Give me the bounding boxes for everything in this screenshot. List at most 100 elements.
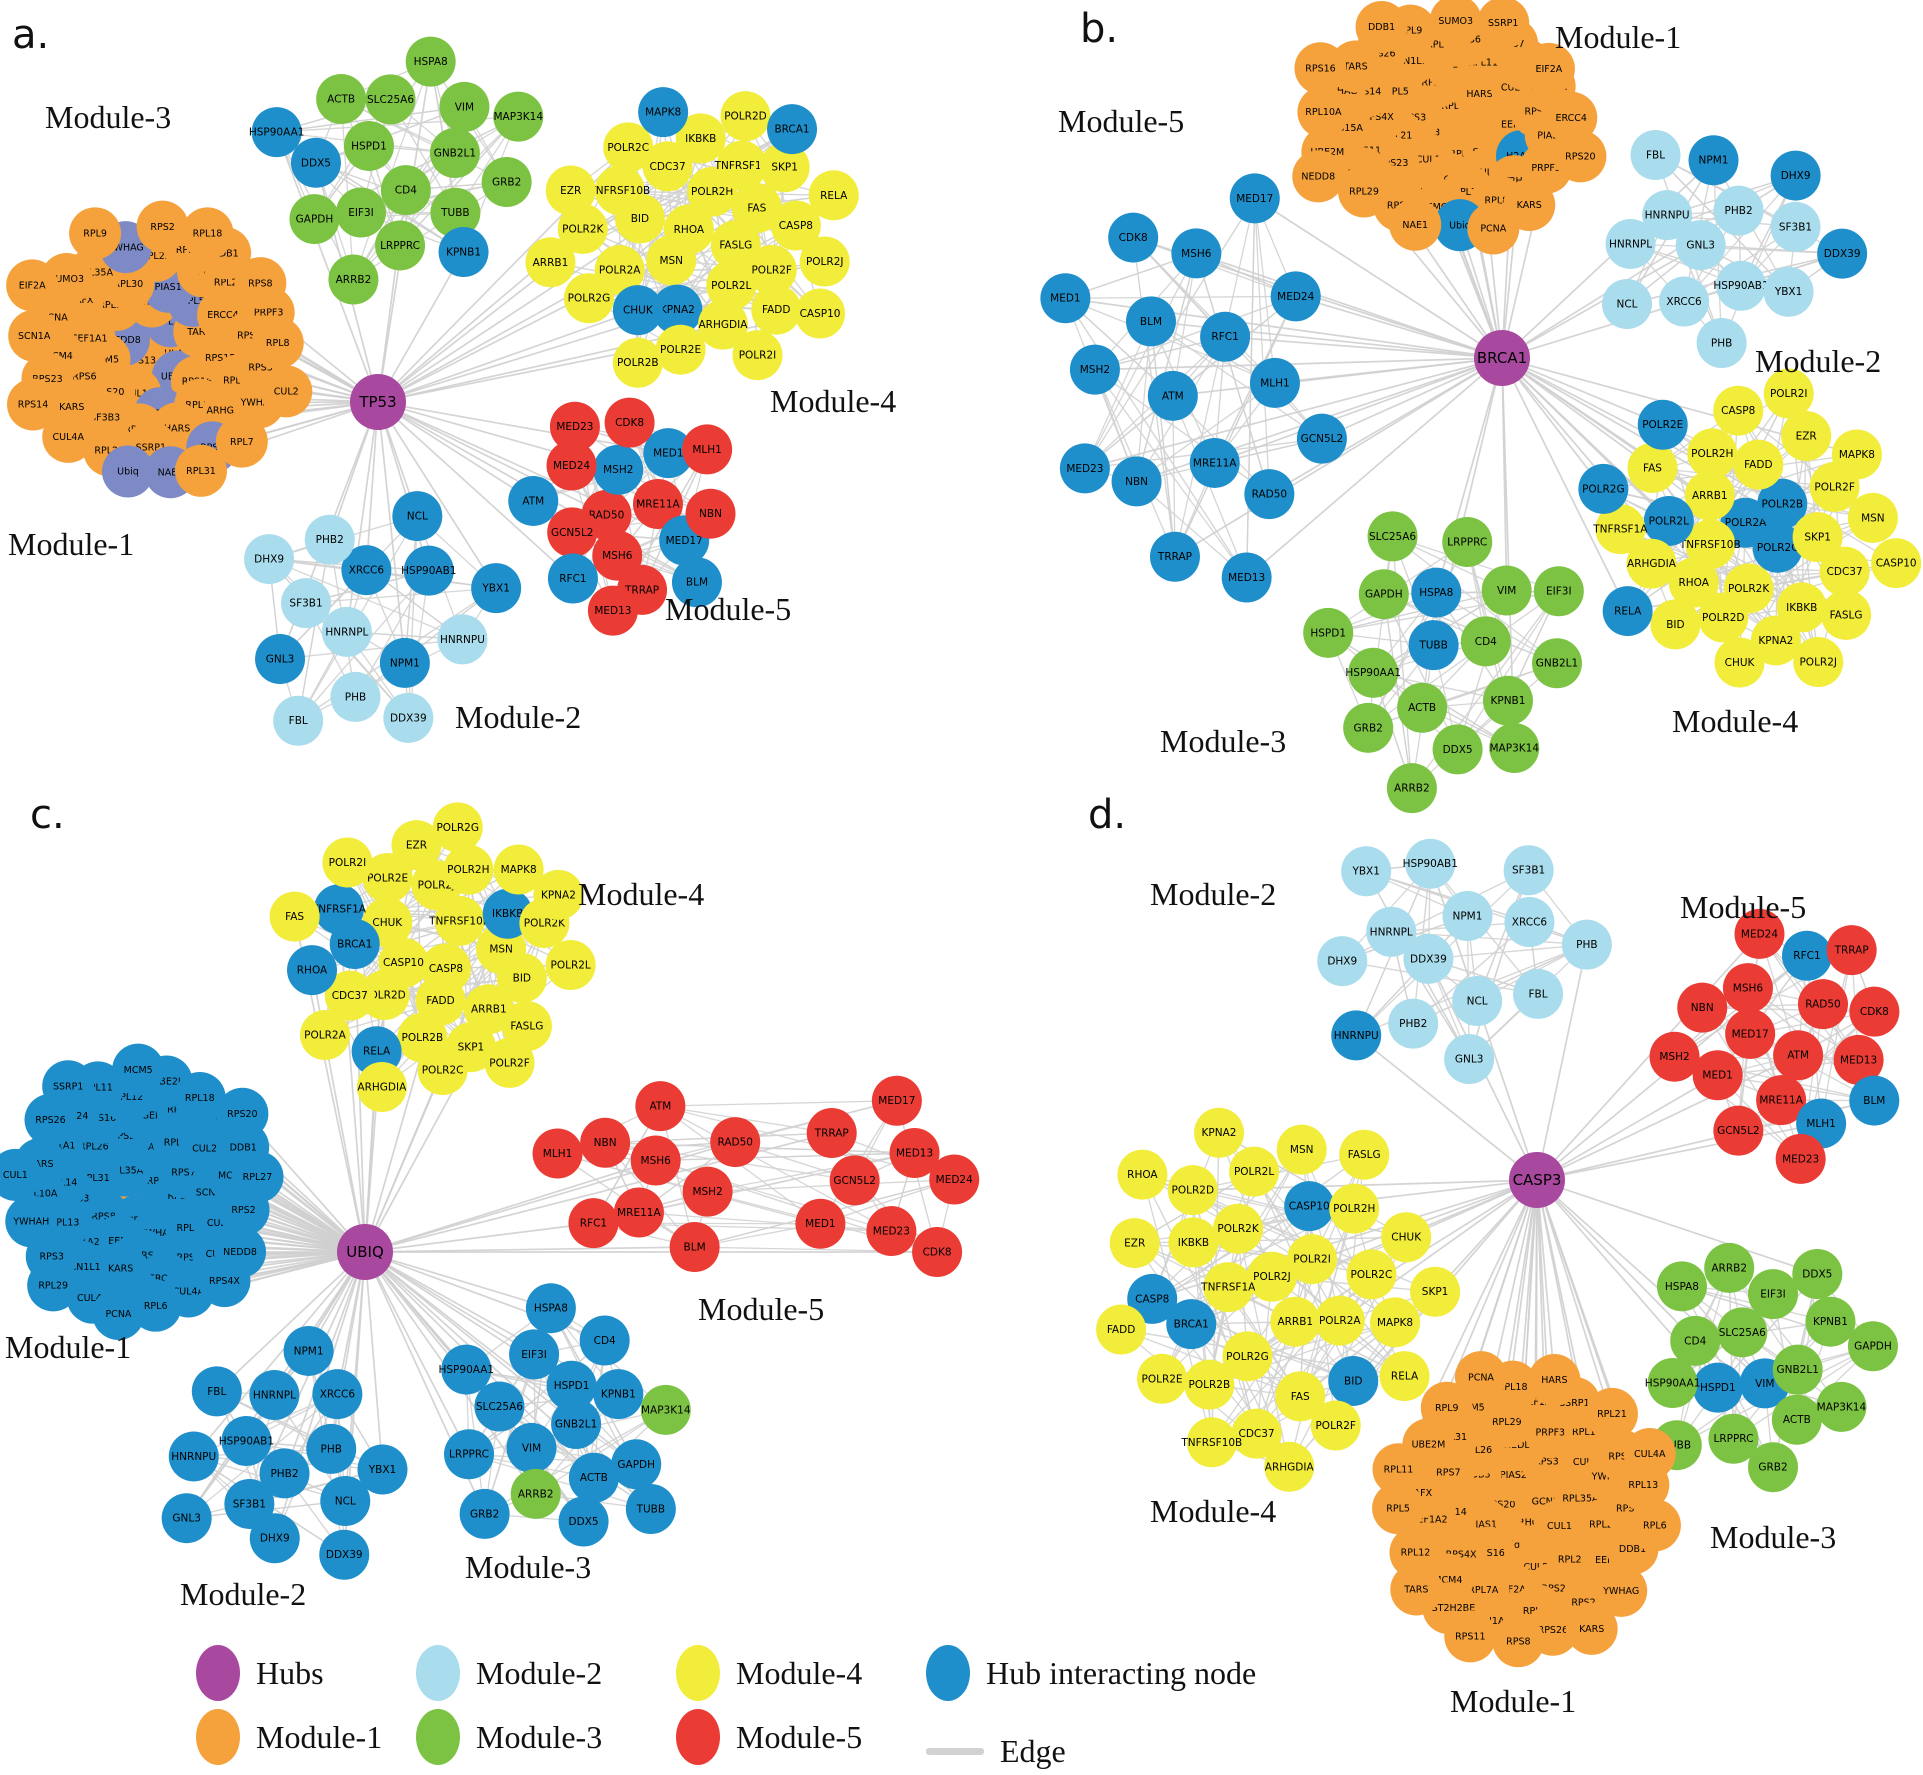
module-label: Module-3 xyxy=(45,99,171,135)
gene-node xyxy=(1650,599,1701,650)
gene-node xyxy=(391,820,442,871)
gene-node xyxy=(1397,682,1448,733)
gene-node xyxy=(1770,150,1821,201)
edge xyxy=(1820,949,1853,1124)
edge xyxy=(364,1251,577,1425)
gene-node xyxy=(1314,1295,1365,1346)
gene-node xyxy=(806,1107,857,1158)
gene-node xyxy=(652,284,703,335)
gene-node xyxy=(593,1369,644,1420)
gene-node xyxy=(1704,1242,1755,1293)
gene-node xyxy=(321,606,372,657)
edge xyxy=(336,1394,345,1555)
gene-node xyxy=(1149,531,1200,582)
edge xyxy=(1501,357,1664,426)
gene-node xyxy=(558,1496,609,1547)
gene-node xyxy=(611,1439,662,1490)
gene-node xyxy=(1821,589,1872,640)
gene-node xyxy=(273,695,324,746)
gene-node xyxy=(568,1198,619,1249)
edge xyxy=(1225,335,1503,359)
edge xyxy=(1254,197,1503,359)
edge xyxy=(1295,295,1503,359)
edge xyxy=(638,1211,892,1232)
gene-node xyxy=(112,1043,165,1096)
edge xyxy=(377,401,430,571)
gene-node xyxy=(439,81,490,132)
gene-node xyxy=(1626,538,1677,589)
gene-node xyxy=(612,337,663,388)
edge xyxy=(1150,320,1323,440)
gene-node xyxy=(525,237,576,288)
gene-node xyxy=(375,220,426,271)
gene-node xyxy=(430,187,481,238)
gene-node xyxy=(1454,1351,1507,1404)
gene-node xyxy=(510,1468,561,1519)
edge xyxy=(1536,1179,1556,1381)
edge xyxy=(364,1251,535,1356)
gene-node xyxy=(1379,1351,1430,1402)
gene-node xyxy=(808,170,859,221)
gene-node xyxy=(1503,845,1554,896)
edge xyxy=(340,98,507,183)
gene-node xyxy=(417,1045,468,1096)
gene-node xyxy=(710,1117,761,1168)
module-label: Module-5 xyxy=(665,591,791,627)
edge xyxy=(1501,357,1629,612)
gene-node xyxy=(365,74,416,125)
gene-node xyxy=(1200,311,1251,362)
edge xyxy=(1174,296,1297,558)
module-label: Module-5 xyxy=(1680,889,1806,925)
edge xyxy=(1365,870,1530,923)
gene-node xyxy=(1819,546,1870,597)
edge xyxy=(340,98,355,280)
gene-node xyxy=(471,563,522,614)
edge xyxy=(364,1251,552,1310)
gene-node xyxy=(568,1452,619,1503)
edge xyxy=(364,1251,470,1455)
module-label: Module-1 xyxy=(1450,1683,1576,1719)
labels-layer: Module-1 Module-2 Module-3 Module-4 Module-5… xyxy=(5,6,1881,1719)
gene-node xyxy=(432,802,483,853)
gene-node xyxy=(716,140,767,191)
gene-node xyxy=(1069,344,1120,395)
gene-node xyxy=(1763,368,1814,419)
gene-node xyxy=(191,1366,242,1417)
gene-node xyxy=(1670,1315,1721,1366)
gene-node xyxy=(1442,891,1493,942)
gene-node xyxy=(1477,0,1530,50)
gene-node xyxy=(1698,592,1749,643)
gene-node xyxy=(343,120,394,171)
edge xyxy=(1720,175,1797,344)
edge xyxy=(353,181,507,281)
gene-node xyxy=(1713,185,1764,236)
gene-node xyxy=(1714,637,1765,688)
edge xyxy=(1094,357,1503,371)
gene-node xyxy=(1338,165,1391,218)
gene-node xyxy=(1127,1273,1178,1324)
gene-node xyxy=(174,444,227,497)
gene-node xyxy=(1531,638,1582,689)
edge xyxy=(1536,933,1761,1181)
gene-node xyxy=(1781,930,1832,981)
gene-node xyxy=(1685,519,1736,570)
gene-node xyxy=(612,285,663,336)
gene-node xyxy=(438,227,489,278)
gene-node xyxy=(493,91,544,142)
gene-node xyxy=(1756,1075,1807,1126)
gene-node xyxy=(746,244,797,295)
edge xyxy=(399,116,519,246)
gene-node xyxy=(795,1198,846,1249)
edge xyxy=(377,401,607,516)
gene-node xyxy=(1734,908,1785,959)
gene-node xyxy=(234,257,287,310)
gene-node xyxy=(1792,1248,1843,1299)
gene-node xyxy=(496,952,547,1003)
edge xyxy=(364,1222,594,1253)
gene-node xyxy=(1668,557,1719,608)
gene-node xyxy=(1366,906,1417,957)
edge xyxy=(1411,662,1558,789)
gene-node xyxy=(545,165,596,216)
gene-node xyxy=(1757,478,1808,529)
edge xyxy=(1134,1242,1405,1377)
